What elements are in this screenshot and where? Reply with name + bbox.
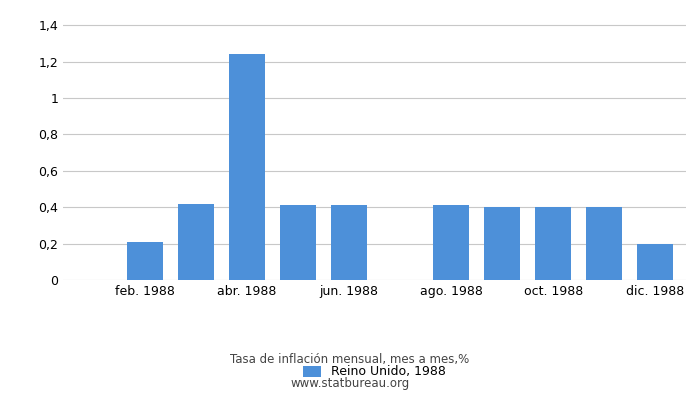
Bar	[127, 242, 162, 280]
Bar	[178, 204, 214, 280]
Bar	[433, 205, 469, 280]
Legend: Reino Unido, 1988: Reino Unido, 1988	[302, 366, 447, 378]
Bar	[587, 207, 622, 280]
Bar	[280, 205, 316, 280]
Text: www.statbureau.org: www.statbureau.org	[290, 378, 410, 390]
Bar	[484, 207, 520, 280]
Bar	[536, 207, 571, 280]
Bar	[229, 54, 265, 280]
Bar	[331, 205, 367, 280]
Bar	[638, 244, 673, 280]
Text: Tasa de inflación mensual, mes a mes,%: Tasa de inflación mensual, mes a mes,%	[230, 354, 470, 366]
